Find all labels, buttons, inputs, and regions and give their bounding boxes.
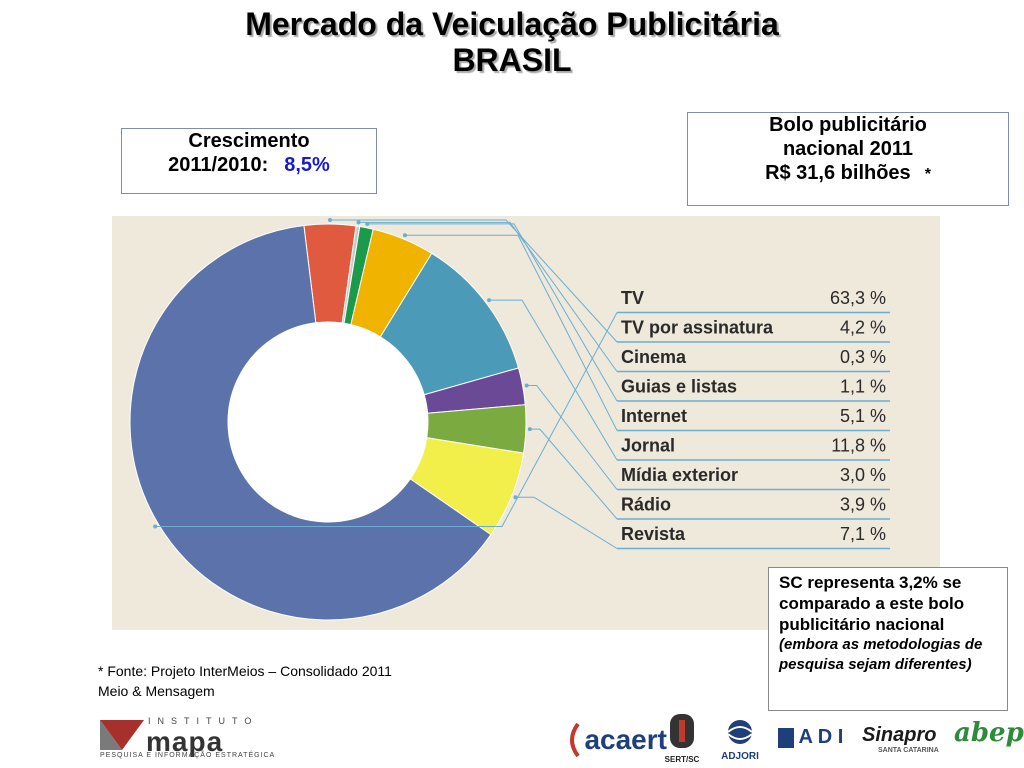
legend-value: 63,3 % (830, 288, 886, 308)
legend-value: 7,1 % (840, 524, 886, 544)
legend-label: TV por assinatura (621, 318, 774, 338)
bolo-line-3: R$ 31,6 bilhões * (688, 161, 1008, 187)
title-line-1: Mercado da Veiculação Publicitária (245, 6, 779, 42)
bolo-amount: R$ 31,6 bilhões (765, 162, 911, 184)
donut-hole (228, 322, 428, 522)
acaert-word: acaert (584, 724, 667, 755)
sc-note-box: SC representa 3,2% se comparado a este b… (768, 567, 1008, 711)
leader-line (489, 299, 618, 461)
page-title: Mercado da Veiculação Publicitária BRASI… (0, 6, 1024, 78)
leader-line (358, 221, 618, 372)
legend-value: 5,1 % (840, 406, 886, 426)
adi-box-icon (778, 727, 794, 748)
donut-chart: TV 63,3 % TV por assinatura 4,2 % Cinema 0,3 … (129, 218, 890, 621)
leader-line (404, 234, 618, 431)
legend-label: Cinema (621, 347, 687, 367)
chart-panel: TV 63,3 % TV por assinatura 4,2 % Cinema 0,3 … (112, 216, 940, 630)
growth-value: 8,5% (284, 154, 330, 176)
adjori-label: ADJORI (721, 751, 759, 762)
legend-value: 11,8 % (831, 436, 886, 456)
source-line-2: Meio & Mensagem (98, 683, 215, 699)
legend-value: 4,2 % (840, 318, 886, 338)
leader-line (529, 428, 618, 520)
mapa-tagline: PESQUISA E INFORMAÇÃO ESTRATÉGICA (100, 752, 276, 759)
abep-logo: abep (954, 718, 1024, 748)
legend-value: 3,9 % (840, 495, 886, 515)
legend-label: Revista (621, 524, 686, 544)
sc-note-sub: (embora as metodologias de pesquisa seja… (779, 636, 983, 673)
sinapro-word: Sinapro (862, 724, 937, 746)
bolo-line-1: Bolo publicitário (769, 114, 927, 136)
legend-label: Internet (621, 406, 687, 426)
legend-value: 0,3 % (840, 347, 886, 367)
source-line-1: * Fonte: Projeto InterMeios – Consolidad… (98, 663, 392, 679)
sinapro-sub: SANTA CATARINA (878, 747, 939, 754)
leader-line (526, 384, 618, 490)
bolo-box: Bolo publicitário nacional 2011 R$ 31,6 … (687, 112, 1009, 206)
adjori-logo: ADJORI (712, 718, 768, 763)
legend-label: Mídia exterior (621, 465, 738, 485)
acaert-logo: acaert (566, 722, 667, 758)
legend-label: Jornal (621, 436, 675, 456)
mapa-word: mapa (146, 726, 224, 757)
adi-logo: A D I (778, 726, 843, 749)
legend-label: Guias e listas (621, 377, 737, 397)
title-line-2: BRASIL (452, 42, 572, 78)
sc-note-main: SC representa 3,2% se comparado a este b… (779, 573, 965, 634)
adjori-globe-icon (727, 720, 753, 744)
bolo-asterisk: * (924, 166, 931, 183)
sinapro-logo: Sinapro SANTA CATARINA (862, 724, 939, 755)
growth-label-2: 2011/2010: 8,5% (122, 153, 376, 177)
leader-line (367, 223, 618, 402)
leader-line (515, 496, 618, 549)
mapa-instituto: INSTITUTO (148, 716, 259, 726)
sert-mark-icon (670, 714, 694, 748)
source-note: * Fonte: Projeto InterMeios – Consolidad… (98, 661, 392, 701)
leader-dot (524, 383, 529, 388)
sert-logo: SERT/SC (660, 712, 704, 766)
acaert-arc-icon (570, 722, 580, 758)
growth-period: 2011/2010: (168, 154, 269, 176)
leader-dot (153, 524, 158, 529)
legend-value: 1,1 % (840, 377, 886, 397)
leader-line (330, 219, 618, 343)
adi-word: A D I (798, 726, 844, 748)
sert-label: SERT/SC (664, 755, 700, 764)
growth-box: Crescimento 2011/2010: 8,5% (121, 128, 377, 194)
mapa-logo: INSTITUTO mapa PESQUISA E INFORMAÇÃO EST… (100, 716, 274, 762)
bolo-line-2: nacional 2011 (782, 138, 914, 160)
mapa-mark-icon (100, 720, 144, 750)
leader-line (155, 312, 618, 528)
growth-label-1: Crescimento (188, 130, 310, 152)
abep-word: abep (954, 718, 1024, 748)
legend-value: 3,0 % (840, 465, 886, 485)
legend-label: TV (621, 288, 644, 308)
legend-label: Rádio (621, 495, 671, 515)
